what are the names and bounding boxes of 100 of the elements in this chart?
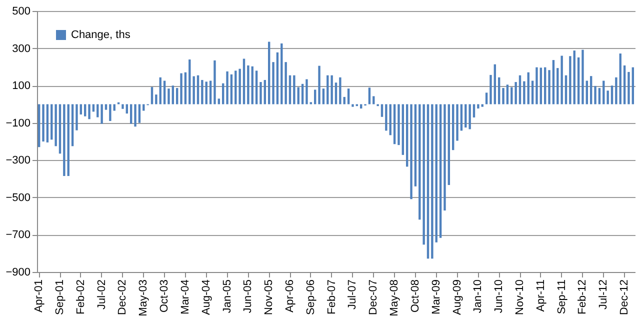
bar bbox=[209, 80, 212, 104]
x-tick-label: Dec-12 bbox=[618, 280, 631, 315]
bar bbox=[435, 104, 438, 242]
bar bbox=[38, 104, 40, 148]
bar bbox=[490, 74, 492, 104]
bar bbox=[598, 88, 601, 104]
bar bbox=[410, 104, 412, 200]
bar bbox=[577, 57, 580, 104]
bar bbox=[234, 70, 237, 104]
bar bbox=[464, 104, 467, 128]
x-tick-label: Jun-05 bbox=[242, 280, 254, 314]
bar bbox=[260, 82, 262, 104]
x-tick-label: Sep-01 bbox=[54, 280, 66, 315]
bar bbox=[339, 77, 342, 104]
bar bbox=[502, 88, 504, 104]
bar bbox=[582, 50, 584, 104]
y-tick-label: −100 bbox=[6, 117, 30, 130]
bar bbox=[80, 104, 82, 114]
bar bbox=[540, 68, 542, 104]
bar bbox=[514, 82, 517, 104]
bar bbox=[218, 98, 220, 104]
bar bbox=[536, 67, 538, 104]
bar bbox=[50, 104, 53, 140]
bar bbox=[623, 65, 626, 104]
x-tick-label: Mar-09 bbox=[430, 280, 442, 314]
bar bbox=[276, 52, 279, 104]
y-tick-label: −300 bbox=[6, 154, 30, 167]
bar bbox=[126, 104, 128, 114]
bar bbox=[518, 75, 522, 104]
bar bbox=[586, 80, 588, 104]
y-tick-label: −500 bbox=[6, 192, 30, 204]
bar bbox=[272, 62, 274, 104]
bar bbox=[619, 54, 622, 104]
bar bbox=[393, 104, 396, 144]
x-tick-label: Jan-10 bbox=[472, 280, 484, 314]
bar bbox=[71, 104, 74, 146]
bar bbox=[552, 60, 555, 104]
bar bbox=[226, 71, 228, 104]
bar bbox=[368, 88, 371, 104]
bar bbox=[606, 90, 609, 104]
bar bbox=[113, 104, 116, 111]
bar bbox=[439, 104, 442, 238]
bar bbox=[251, 66, 254, 104]
bar bbox=[196, 75, 200, 104]
y-tick-label: −900 bbox=[6, 266, 30, 278]
bar bbox=[590, 76, 592, 104]
bar bbox=[238, 68, 241, 104]
x-tick-label: Nov-10 bbox=[514, 280, 526, 315]
x-tick-label: Nov-05 bbox=[263, 280, 276, 315]
x-tick-label: Feb-12 bbox=[576, 280, 589, 314]
bar bbox=[67, 104, 70, 176]
bar bbox=[188, 59, 191, 104]
bar bbox=[494, 64, 496, 104]
bar bbox=[477, 104, 480, 108]
x-tick-label: Sep-11 bbox=[556, 280, 568, 314]
x-tick-label: Jan-05 bbox=[221, 280, 234, 314]
y-tick-label: −700 bbox=[6, 229, 30, 242]
bar bbox=[544, 67, 546, 104]
bar bbox=[214, 60, 216, 104]
bar bbox=[448, 104, 450, 185]
bar bbox=[255, 70, 258, 104]
bar bbox=[372, 96, 375, 104]
bar bbox=[485, 92, 488, 104]
bar bbox=[444, 104, 446, 210]
bar bbox=[510, 87, 513, 104]
bar bbox=[192, 76, 195, 104]
bar bbox=[456, 104, 458, 141]
bar bbox=[347, 88, 350, 104]
bar bbox=[134, 104, 136, 127]
bar bbox=[138, 104, 141, 123]
x-tick-label: Oct-08 bbox=[409, 280, 422, 313]
bar bbox=[498, 77, 500, 104]
bar bbox=[398, 104, 400, 146]
bar bbox=[100, 104, 103, 124]
bar bbox=[322, 88, 325, 104]
x-tick-label: Feb-02 bbox=[74, 280, 87, 314]
bar bbox=[326, 75, 329, 104]
bar bbox=[168, 88, 170, 104]
bar bbox=[104, 104, 108, 110]
bar bbox=[247, 65, 250, 104]
bar bbox=[481, 104, 484, 107]
bar bbox=[314, 90, 316, 104]
bar bbox=[414, 104, 417, 186]
bar bbox=[452, 104, 454, 150]
bar bbox=[527, 72, 530, 104]
y-tick-label: 300 bbox=[12, 42, 30, 55]
bar bbox=[523, 81, 526, 104]
bar bbox=[431, 104, 434, 259]
bar bbox=[230, 74, 233, 104]
bar bbox=[360, 104, 362, 108]
bar bbox=[560, 56, 563, 104]
bar bbox=[130, 104, 132, 124]
bar bbox=[242, 58, 246, 104]
bar bbox=[556, 68, 559, 104]
x-tick-label: Oct-03 bbox=[158, 280, 171, 313]
bar bbox=[531, 80, 534, 104]
x-tick-label: May-08 bbox=[388, 280, 401, 316]
x-tick-label: Dec-07 bbox=[368, 280, 380, 315]
bar bbox=[264, 80, 266, 104]
legend-label: Change, ths bbox=[71, 29, 131, 41]
